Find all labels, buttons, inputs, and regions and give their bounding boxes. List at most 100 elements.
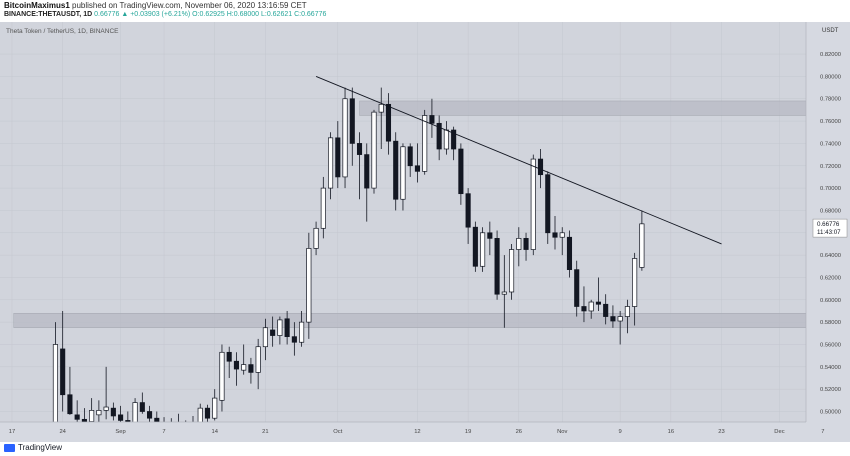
chart-background (0, 22, 850, 442)
chart-area[interactable]: Theta Token / TetherUS, 1D, BINANCE USDT… (0, 22, 850, 442)
price-ticks: 0.82000 0.80000 0.78000 0.76000 0.74000 0.720… (820, 52, 841, 415)
price-tick-label: 0.70000 (820, 186, 841, 192)
candle-down (393, 140, 399, 200)
candle-down (545, 174, 551, 234)
published-text: published on TradingView.com, November 0… (69, 1, 307, 10)
candles (52, 87, 645, 439)
candle-down (110, 407, 116, 417)
candle-up (197, 407, 203, 424)
time-tick-label: 23 (718, 429, 724, 435)
candle-down (364, 154, 370, 189)
chart-header: BitcoinMaximus1 published on TradingView… (0, 0, 850, 22)
ohlc-values: 0.66776 ▲ +0.03903 (+6.21%) O:0.62925 H:… (92, 11, 327, 18)
candle-up (480, 232, 486, 267)
publish-info: BitcoinMaximus1 published on TradingView… (4, 1, 307, 10)
resistance-zone (359, 100, 807, 116)
candle-down (335, 137, 341, 178)
candle-up (530, 158, 536, 250)
candle-down (436, 122, 442, 150)
candle-up (328, 137, 334, 189)
price-tick-label: 0.58000 (820, 320, 841, 326)
candle-up (103, 406, 109, 411)
candle-up (262, 327, 268, 348)
candle-down (356, 143, 363, 155)
candle-down (270, 329, 276, 336)
time-tick-label: 19 (465, 429, 471, 435)
time-tick-label: Oct (333, 429, 342, 435)
time-tick-label: Dec (774, 429, 784, 435)
time-tick-label: Nov (557, 429, 567, 435)
price-tick-label: 0.62000 (820, 275, 841, 281)
candle-down (458, 148, 464, 195)
time-axis[interactable] (0, 422, 850, 442)
candle-up (624, 306, 630, 317)
candle-down (574, 269, 580, 307)
candlestick-chart[interactable]: Theta Token / TetherUS, 1D, BINANCE USDT… (0, 22, 850, 442)
candle-down (552, 232, 558, 238)
candle-up (371, 111, 377, 189)
candle-up (639, 223, 645, 268)
trendline (315, 75, 722, 245)
currency-label: USDT (822, 28, 839, 34)
time-tick-label: 26 (516, 429, 522, 435)
candle-up (299, 321, 305, 343)
candle-up (277, 319, 283, 336)
candle-down (291, 336, 297, 343)
candle-up (132, 402, 138, 424)
trendline-group (315, 75, 722, 245)
candle-down (407, 146, 413, 167)
time-tick-label: 9 (619, 429, 622, 435)
price-tick-label: 0.60000 (820, 298, 841, 304)
candle-down (226, 351, 232, 362)
price-tick-label: 0.56000 (820, 342, 841, 348)
author-name[interactable]: BitcoinMaximus1 (4, 1, 70, 10)
candle-down (67, 394, 73, 415)
candle-down (349, 98, 355, 144)
price-tick-label: 0.52000 (820, 387, 841, 393)
candle-up (559, 232, 565, 238)
candle-down (523, 238, 529, 250)
price-tick-label: 0.54000 (820, 365, 841, 371)
candle-down (487, 232, 493, 239)
candle-up (400, 146, 406, 200)
time-ticks: 17 24 Sep 7 14 21 Oct 12 19 26 Nov 9 16 23 Dec 7 (9, 429, 825, 435)
candle-up (212, 397, 218, 419)
symbol-name: BINANCE:THETAUSDT, 1D (4, 11, 93, 18)
candle-down (451, 129, 457, 150)
candle-down (566, 236, 573, 270)
candle-up (320, 187, 326, 229)
candle-down (581, 306, 587, 312)
candle-up (509, 249, 515, 293)
candle-up (588, 301, 594, 312)
candle-down (60, 348, 66, 396)
price-tick-label: 0.78000 (820, 97, 841, 103)
tradingview-logo[interactable]: TradingView (4, 443, 62, 452)
footer: TradingView (0, 442, 850, 456)
tradingview-logo-icon (4, 443, 15, 452)
candle-down (233, 360, 239, 370)
candle-up (632, 258, 638, 307)
candle-up (241, 364, 247, 371)
chart-title: Theta Token / TetherUS, 1D, BINANCE (6, 28, 119, 35)
candle-up (219, 351, 225, 401)
candle-down (74, 414, 80, 420)
candle-down (147, 411, 153, 419)
candle-up (255, 346, 261, 373)
candle-down (248, 364, 254, 373)
candle-up (617, 316, 623, 322)
candle-up (443, 129, 449, 150)
support-zone (13, 313, 807, 328)
candle-down (385, 103, 392, 142)
time-tick-label: Sep (115, 429, 125, 435)
candle-down (537, 158, 544, 176)
last-price-box (812, 218, 848, 238)
candle-down (204, 407, 211, 419)
price-tick-label: 0.50000 (820, 410, 841, 416)
candle-up (516, 238, 522, 250)
time-tick-label: 7 (821, 429, 824, 435)
candle-up (342, 98, 348, 178)
candle-down (118, 414, 124, 421)
price-tick-label: 0.74000 (820, 141, 841, 147)
time-tick-label: 21 (262, 429, 268, 435)
candle-down (465, 193, 471, 228)
